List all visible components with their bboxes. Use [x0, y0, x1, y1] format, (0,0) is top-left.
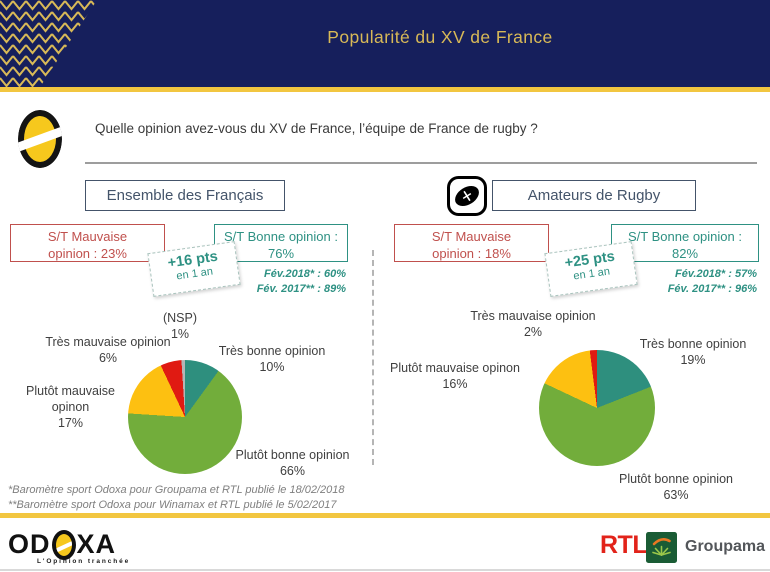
question-underline: [85, 162, 757, 164]
history-left: Fév.2018* : 60% Fév. 2017** : 89%: [212, 267, 346, 297]
history-right-2018: Fév.2018* : 57%: [675, 268, 757, 280]
st-bonne-left-line2: 76%: [267, 246, 295, 261]
history-left-2018: Fév.2018* : 60%: [264, 268, 346, 280]
gold-divider-top: [0, 87, 770, 92]
group-label-ensemble: Ensemble des Français: [85, 180, 285, 211]
bottom-border-line: [0, 569, 770, 571]
pie-label-plutot-mauvaise-right: Plutôt mauvaise opinon 16%: [377, 360, 533, 392]
label-text: (NSP): [162, 311, 198, 325]
st-mauvaise-box-right: S/T Mauvaise opinion : 18%: [394, 224, 549, 262]
pie-label-tres-bonne-left: Très bonne opinion 10%: [197, 343, 347, 375]
center-dashed-divider: [372, 250, 374, 465]
pie-label-plutot-bonne-left: Plutôt bonne opinion 66%: [210, 447, 375, 479]
label-text: Très mauvaise opinion: [45, 335, 171, 349]
odoxa-letters-od: OD: [8, 529, 51, 559]
label-pct: 1%: [170, 327, 190, 341]
odoxa-logo: OD XA: [8, 529, 116, 560]
pie-label-tres-bonne-right: Très bonne opinion 19%: [618, 336, 768, 368]
label-text: Plutôt bonne opinion: [619, 472, 733, 486]
label-pct: 17%: [57, 416, 84, 430]
header-banner: Popularité du XV de France: [0, 0, 770, 87]
st-bonne-left-line1: S/T Bonne opinion :: [224, 229, 338, 244]
page-title: Popularité du XV de France: [327, 27, 553, 47]
history-right: Fév.2018* : 57% Fév. 2017** : 96%: [618, 267, 757, 297]
odoxa-tagline: L'Opinion tranchée: [37, 558, 131, 565]
label-text: Plutôt mauvaise opinon: [390, 361, 520, 375]
label-pct: 63%: [663, 488, 689, 502]
st-bonne-right-line1: S/T Bonne opinion :: [628, 229, 742, 244]
footnote-1: *Baromètre sport Odoxa pour Groupama et …: [8, 484, 345, 496]
label-text: Très bonne opinion: [639, 337, 747, 351]
pie-chart-amateurs: [539, 350, 655, 466]
gold-divider-bottom: [0, 513, 770, 518]
rtl-logo: RTL: [600, 531, 648, 559]
footer: OD XA L'Opinion tranchée RTL Groupama: [0, 518, 770, 572]
st-mauvaise-box-left: S/T Mauvaise opinion : 23%: [10, 224, 165, 262]
odoxa-o-icon: [18, 110, 62, 168]
label-text: Plutôt bonne opinion: [235, 448, 350, 462]
rugby-ball-icon: [447, 176, 487, 216]
st-mauvaise-right-line1: S/T Mauvaise: [431, 229, 512, 244]
groupama-emblem-icon: [646, 532, 677, 563]
odoxa-letters-xa: XA: [76, 529, 117, 559]
pie-label-plutot-bonne-right: Plutôt bonne opinion 63%: [596, 471, 756, 503]
history-left-2017: Fév. 2017** : 89%: [256, 283, 346, 295]
footnotes: *Baromètre sport Odoxa pour Groupama et …: [8, 483, 345, 513]
st-mauvaise-right-line2: opinion : 18%: [432, 246, 511, 261]
st-bonne-box-right: S/T Bonne opinion : 82%: [611, 224, 759, 262]
st-bonne-right-line2: 82%: [671, 246, 699, 261]
label-text: Plutôt mauvaise opinon: [26, 384, 115, 414]
label-text: Très mauvaise opinion: [470, 309, 596, 323]
footnote-2: **Baromètre sport Odoxa pour Winamax et …: [8, 499, 337, 511]
st-mauvaise-left-line1: S/T Mauvaise: [47, 229, 128, 244]
survey-question: Quelle opinion avez-vous du XV de France…: [95, 121, 538, 136]
groupama-logo-text: Groupama: [685, 538, 766, 555]
odoxa-oval-slash: [55, 535, 72, 554]
group-label-amateurs: Amateurs de Rugby: [492, 180, 696, 211]
st-mauvaise-left-line2: opinion : 23%: [48, 246, 127, 261]
label-pct: 19%: [680, 353, 706, 367]
pie-label-nsp-left: (NSP) 1%: [140, 310, 220, 342]
pie-label-tres-mauvaise-left: Très mauvaise opinion 6%: [22, 334, 194, 366]
label-pct: 6%: [98, 351, 118, 365]
history-right-2017: Fév. 2017** : 96%: [667, 283, 757, 295]
label-pct: 16%: [442, 377, 468, 391]
chevron-pattern-decoration: [0, 0, 97, 87]
pie-label-plutot-mauvaise-left: Plutôt mauvaise opinon 17%: [14, 383, 127, 431]
label-text: Très bonne opinion: [218, 344, 326, 358]
label-pct: 2%: [523, 325, 543, 339]
odoxa-oval-icon: [51, 529, 76, 560]
pie-label-tres-mauvaise-right: Très mauvaise opinion 2%: [453, 308, 613, 340]
pie-chart-ensemble: [128, 360, 242, 474]
label-pct: 10%: [259, 360, 285, 374]
label-pct: 66%: [279, 464, 306, 478]
